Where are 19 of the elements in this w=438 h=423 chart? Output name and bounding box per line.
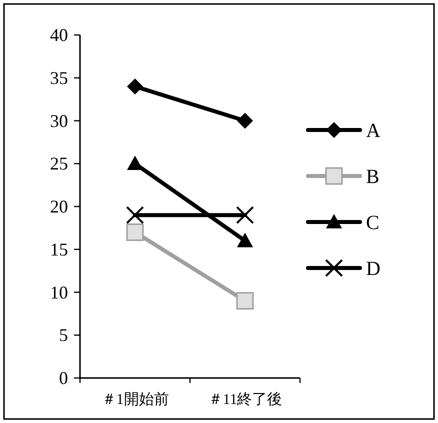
y-tick-label: 20	[50, 196, 68, 216]
legend-label: D	[366, 258, 380, 280]
point	[126, 223, 144, 241]
point	[236, 292, 254, 310]
y-tick-label: 30	[50, 110, 68, 131]
x-tick-label: ＃11終了後	[208, 391, 282, 408]
y-tick-label: 40	[50, 25, 68, 45]
legend-label: B	[366, 166, 380, 188]
y-tick-label: 25	[50, 154, 68, 174]
y-tick-label: 35	[50, 68, 68, 88]
point	[237, 112, 253, 129]
y-tick-label: 10	[50, 282, 68, 302]
x-tick-label: ＃1開始前	[101, 391, 169, 408]
y-tick-label: 5	[59, 325, 68, 346]
legend-label: C	[366, 212, 380, 234]
y-tick-label: 0	[59, 368, 68, 388]
point	[127, 78, 143, 94]
y-tick-label: 15	[50, 239, 68, 260]
legend-label: A	[366, 120, 381, 142]
